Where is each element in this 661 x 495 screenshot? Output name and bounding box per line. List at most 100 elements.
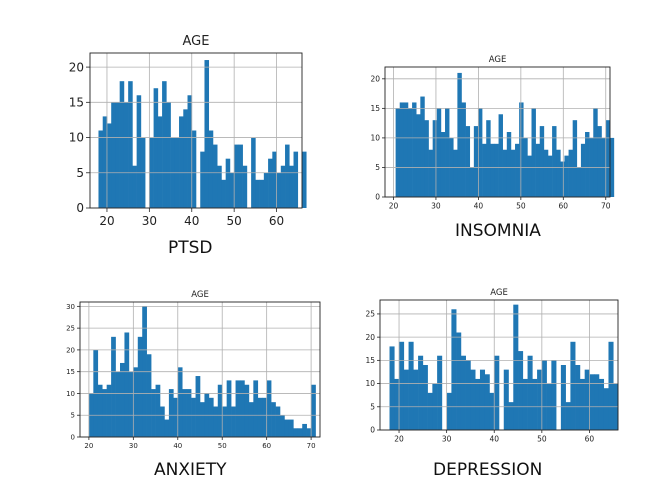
histogram-bar <box>515 143 520 197</box>
ptsd-caption: PTSD <box>168 238 213 258</box>
y-tick-label: 30 <box>66 303 75 311</box>
histogram-bar <box>518 351 524 430</box>
histogram-bar <box>280 415 285 437</box>
histogram-bar <box>302 423 307 437</box>
histogram-bar <box>589 374 595 430</box>
x-tick-label: 20 <box>394 435 404 444</box>
histogram-bar <box>183 109 188 208</box>
histogram-bar <box>437 355 443 430</box>
histogram-bar <box>263 172 269 208</box>
histogram-bar <box>416 114 421 197</box>
histogram-bar <box>276 172 282 208</box>
histogram-bar <box>605 120 611 197</box>
histogram-bar <box>513 304 519 430</box>
histogram-bar <box>275 406 281 437</box>
x-tick-label: 70 <box>601 202 611 211</box>
histogram-bar <box>412 102 417 197</box>
histogram-bar <box>102 116 108 208</box>
y-tick-label: 15 <box>69 96 84 110</box>
histogram-bar <box>560 161 565 197</box>
histogram-bar <box>124 332 130 437</box>
histogram-bar <box>408 341 414 430</box>
anxiety-caption: ANXIETY <box>154 460 227 480</box>
histogram-bar <box>136 95 142 208</box>
histogram-bar <box>564 155 569 197</box>
histogram-bar <box>427 392 433 430</box>
histogram-bar <box>115 371 121 437</box>
y-tick-label: 5 <box>375 163 380 172</box>
histogram-bar <box>508 402 514 430</box>
y-tick-label: 10 <box>69 131 84 145</box>
histogram-bar <box>222 406 227 437</box>
histogram-bar <box>522 378 528 430</box>
histogram-bar <box>271 402 276 437</box>
histogram-bar <box>547 155 553 197</box>
histogram-bar <box>213 406 219 437</box>
histogram-bar <box>217 165 222 208</box>
histogram-bar <box>240 380 245 437</box>
histogram-bar <box>289 165 294 208</box>
y-tick-label: 0 <box>76 201 84 215</box>
y-tick-label: 10 <box>365 379 375 388</box>
x-tick-label: 20 <box>389 202 399 211</box>
histogram-bar <box>498 114 503 197</box>
x-tick-label: 40 <box>474 202 484 211</box>
histogram-bar <box>200 402 205 437</box>
histogram-bar <box>535 143 541 197</box>
histogram-bar <box>597 126 602 197</box>
histogram-bar <box>422 365 428 430</box>
histogram-bar <box>182 389 187 437</box>
y-tick-label: 15 <box>66 368 75 376</box>
histogram-bar <box>297 428 303 437</box>
histogram-bar <box>503 369 509 430</box>
histogram-bar <box>609 137 615 197</box>
histogram-bar <box>403 369 409 430</box>
histogram-bar <box>424 120 429 197</box>
histogram-bar <box>153 88 159 208</box>
histogram-bar <box>479 369 486 430</box>
histogram-bar <box>235 380 241 437</box>
histogram-bar <box>475 378 481 430</box>
y-tick-label: 5 <box>370 402 375 411</box>
histogram-bar <box>119 81 125 208</box>
plot-frame <box>384 66 611 198</box>
histogram-bar <box>608 341 614 430</box>
x-tick-label: 30 <box>442 435 452 444</box>
chart-title: AGE <box>490 288 508 298</box>
histogram-bar <box>490 143 495 197</box>
histogram-bar <box>242 165 248 208</box>
histogram-bar <box>537 369 543 430</box>
histogram-bar <box>266 380 272 437</box>
histogram-bar <box>208 397 214 437</box>
y-tick-label: 10 <box>370 134 380 143</box>
histogram-bar <box>248 402 254 437</box>
histogram-bar <box>179 116 184 208</box>
y-tick-label: 0 <box>375 193 380 202</box>
histogram-bar <box>539 126 545 197</box>
histogram-bar <box>186 389 192 437</box>
y-tick-label: 25 <box>365 310 375 319</box>
histogram-bar <box>407 108 413 197</box>
histogram-bar <box>593 108 598 197</box>
histogram-bar <box>470 369 476 430</box>
y-tick-label: 0 <box>370 426 375 435</box>
histogram-bar <box>137 336 143 437</box>
histogram-bar <box>486 120 491 197</box>
histogram-bar <box>570 341 576 430</box>
histogram-bar <box>225 158 231 208</box>
histogram-bar <box>551 360 557 430</box>
histogram-bar <box>594 374 600 430</box>
x-tick-label: 40 <box>489 435 499 444</box>
histogram-bar <box>229 172 235 208</box>
histogram-bar <box>155 384 161 437</box>
x-tick-label: 60 <box>269 214 284 228</box>
histogram-bar <box>115 102 120 208</box>
plot-frame <box>79 301 321 438</box>
histogram-bar <box>97 384 103 437</box>
histogram-bar <box>217 384 223 437</box>
histogram-bar <box>173 397 179 437</box>
histogram-bar <box>399 102 405 197</box>
histogram-bar <box>306 428 312 437</box>
histogram-bar <box>494 355 500 430</box>
histogram-bar <box>572 120 578 197</box>
